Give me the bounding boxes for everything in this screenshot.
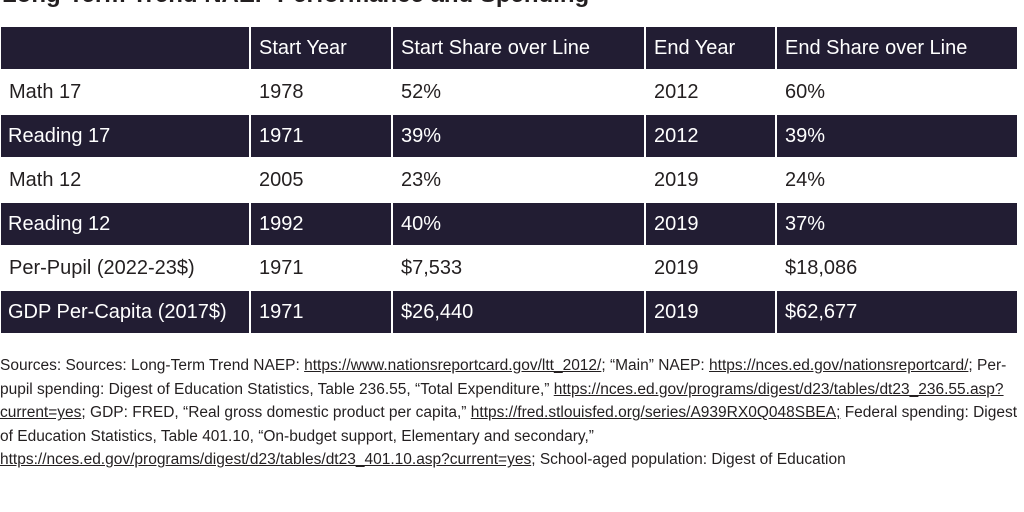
table-cell: Reading 17	[1, 114, 250, 158]
table-row: Reading 17 1971 39% 2012 39%	[1, 114, 1017, 158]
header-cell-end-year: End Year	[644, 27, 776, 70]
table-cell: Math 12	[0, 158, 250, 202]
table-cell: 23%	[391, 158, 645, 202]
header-cell-end-share: End Share over Line	[775, 27, 1017, 70]
table-cell: 39%	[391, 114, 645, 158]
table-cell: 39%	[775, 114, 1017, 158]
table-header-row: Start Year Start Share over Line End Yea…	[1, 27, 1017, 70]
page-title: Long-Term Trend NAEP Performance and Spe…	[2, 0, 589, 9]
table-cell: 40%	[391, 202, 645, 246]
header-cell-start-year: Start Year	[249, 27, 392, 70]
table-cell: 2019	[644, 290, 776, 334]
table-cell: 1992	[249, 202, 392, 246]
source-link-ltt-naep[interactable]: https://www.nationsreportcard.gov/ltt_20…	[304, 357, 602, 374]
table-cell: $7,533	[391, 246, 645, 290]
source-link-main-naep[interactable]: https://nces.ed.gov/nationsreportcard/	[709, 357, 969, 374]
header-cell-start-share: Start Share over Line	[391, 27, 645, 70]
data-table: Start Year Start Share over Line End Yea…	[0, 27, 1017, 335]
table-row: GDP Per-Capita (2017$) 1971 $26,440 2019…	[1, 290, 1017, 334]
table-cell: 2012	[644, 114, 776, 158]
table-cell: $18,086	[775, 246, 1017, 290]
table-cell: 1978	[249, 70, 392, 114]
table-cell: 52%	[391, 70, 645, 114]
source-link-fred-gdp[interactable]: https://fred.stlouisfed.org/series/A939R…	[470, 404, 841, 422]
table-cell: Math 17	[0, 70, 250, 114]
sources-text: Federal spending: Digest of Education St…	[0, 404, 1018, 445]
table-cell: 2019	[644, 158, 776, 202]
table-row: Reading 12 1992 40% 2019 37%	[1, 202, 1017, 246]
table-cell: 60%	[775, 70, 1017, 114]
table-cell: 24%	[775, 158, 1017, 202]
source-link-per-pupil[interactable]: https://nces.ed.gov/programs/digest/d23/…	[0, 380, 1004, 422]
table-cell: 2019	[644, 202, 776, 246]
table-cell: $62,677	[775, 290, 1017, 334]
sources-text: ; “Main” NAEP:	[601, 357, 710, 374]
sources-text: ; Per-pupil spending: Digest of Educatio…	[0, 357, 1007, 398]
table-cell: 1971	[249, 114, 392, 158]
table-row: Per-Pupil (2022-23$) 1971 $7,533 2019 $1…	[0, 246, 1017, 290]
sources-text: ; School-aged population: Digest of Educ…	[531, 451, 846, 469]
table-cell: 2005	[249, 158, 392, 202]
table-cell: GDP Per-Capita (2017$)	[1, 290, 250, 334]
source-link-federal-spending[interactable]: https://nces.ed.gov/programs/digest/d23/…	[0, 451, 532, 469]
table-cell: $26,440	[391, 290, 645, 334]
table-cell: 2019	[644, 246, 776, 290]
table-cell: 2012	[644, 70, 776, 114]
table-row: Math 17 1978 52% 2012 60%	[0, 70, 1017, 114]
header-cell-label	[1, 27, 250, 70]
sources-note: Sources: Sources: Long-Term Trend NAEP: …	[0, 354, 1020, 472]
table-cell: Per-Pupil (2022-23$)	[0, 246, 250, 290]
sources-text: ; GDP: FRED, “Real gross domestic produc…	[81, 404, 471, 422]
table-cell: 1971	[249, 290, 392, 334]
table-cell: Reading 12	[1, 202, 250, 246]
table-cell: 1971	[249, 246, 392, 290]
table-row: Math 12 2005 23% 2019 24%	[0, 158, 1017, 202]
table-cell: 37%	[775, 202, 1017, 246]
sources-text: Sources: Sources: Long-Term Trend NAEP:	[0, 357, 305, 374]
